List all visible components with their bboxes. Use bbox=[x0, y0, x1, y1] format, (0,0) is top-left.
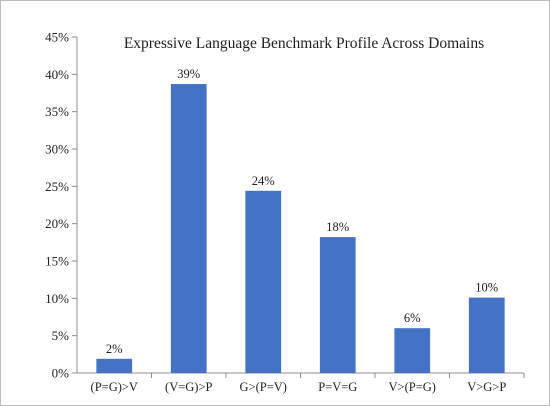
y-tick-label: 20% bbox=[45, 216, 69, 231]
x-tick-label: P=V=G bbox=[318, 380, 357, 394]
bar bbox=[468, 297, 505, 373]
bar bbox=[96, 358, 133, 373]
bar bbox=[319, 237, 356, 373]
y-tick-label: 45% bbox=[45, 30, 69, 45]
y-tick-label: 40% bbox=[45, 67, 69, 82]
x-tick-label: G>(P=V) bbox=[240, 380, 287, 394]
y-tick-label: 10% bbox=[45, 291, 69, 306]
bar bbox=[394, 328, 431, 373]
bars bbox=[96, 84, 505, 373]
y-tick-label: 35% bbox=[45, 104, 69, 119]
data-label: 39% bbox=[177, 67, 200, 81]
x-tick-label: (V=G)>P bbox=[165, 380, 212, 394]
data-label: 2% bbox=[106, 342, 123, 356]
x-axis: (P=G)>V (V=G)>P G>(P=V) P=V=G V>(P=G) V>G>P bbox=[77, 372, 525, 394]
y-axis: 0% 5% 10% 15% 20% 25% 30% 35% 40% 45% bbox=[45, 30, 78, 381]
x-tick-label: V>(P=G) bbox=[389, 380, 436, 394]
y-tick-label: 25% bbox=[45, 179, 69, 194]
data-label: 18% bbox=[326, 220, 349, 234]
data-label: 24% bbox=[252, 174, 275, 188]
y-tick-label: 30% bbox=[45, 142, 69, 157]
y-tick-label: 5% bbox=[52, 328, 70, 343]
data-labels: 2% 39% 24% 18% 6% 10% bbox=[106, 67, 498, 356]
y-tick-label: 0% bbox=[52, 366, 70, 381]
x-tick-label: V>G>P bbox=[467, 380, 506, 394]
chart-title: Expressive Language Benchmark Profile Ac… bbox=[124, 35, 484, 52]
x-tick-label: (P=G)>V bbox=[91, 380, 138, 394]
y-tick-label: 15% bbox=[45, 254, 69, 269]
data-label: 6% bbox=[404, 311, 421, 325]
bar bbox=[245, 190, 282, 373]
bar bbox=[170, 84, 207, 373]
data-label: 10% bbox=[475, 281, 498, 295]
